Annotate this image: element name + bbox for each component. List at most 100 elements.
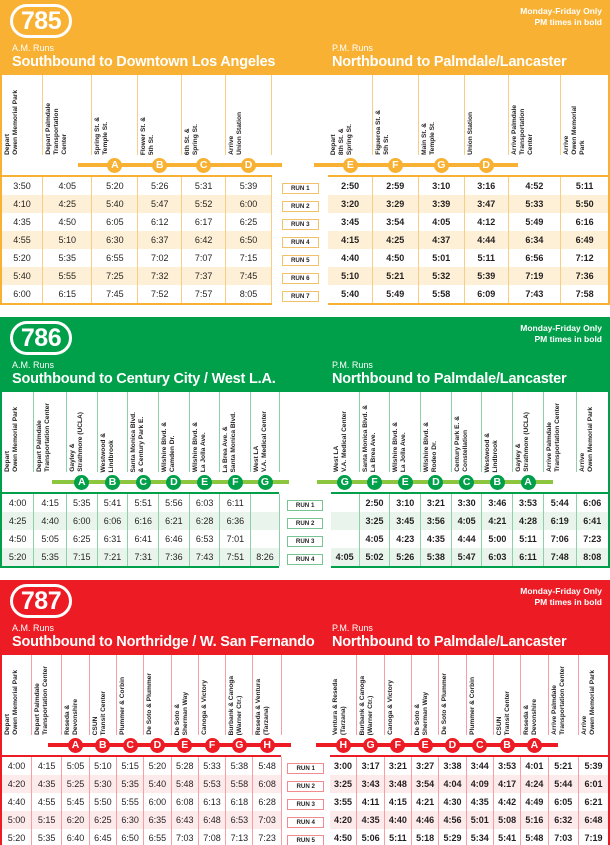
pm-time-cell: 4:35: [356, 811, 385, 829]
am-stop-header: Wilshire Blvd. & Camden Dr.: [158, 392, 190, 472]
pm-stop-header: CSUN Transit Center: [493, 655, 522, 735]
pm-time-cell: 6:09: [464, 285, 509, 303]
run-label-cell: RUN 6: [271, 267, 329, 285]
pm-time-cell: 5:18: [411, 829, 440, 845]
header-separator: [1, 175, 609, 177]
pm-time-cell: 6:48: [578, 811, 610, 829]
am-direction: A.M. Runs Southbound to Downtown Los Ange…: [12, 43, 275, 71]
am-time-cell: 5:05: [33, 530, 67, 548]
pm-time-cell: 3:43: [356, 775, 385, 793]
pm-time-cell: 6:16: [560, 213, 610, 231]
am-time-cell: 6:55: [143, 829, 172, 845]
am-stop-letter-cell: [1, 735, 31, 755]
am-time-cell: 4:20: [1, 775, 32, 793]
pm-stop-letter-cell: B: [479, 735, 535, 755]
stop-letter-badge: E: [177, 737, 193, 753]
am-time-cell: 5:10: [42, 231, 93, 249]
pm-time-cell: 4:15: [384, 793, 413, 811]
letter-gap: [279, 472, 331, 492]
run-badge: RUN 3: [286, 536, 324, 547]
am-stop-letter-cell: D: [130, 735, 185, 755]
am-runs-label: A.M. Runs: [12, 623, 55, 633]
pm-direction-title: Northbound to Palmdale/Lancaster: [332, 634, 567, 650]
pm-direction: P.M. Runs Northbound to Palmdale/Lancaste…: [332, 360, 567, 388]
am-time-cell: 6:06: [97, 512, 129, 530]
am-time-cell: 5:25: [61, 775, 90, 793]
pm-stop-header: Arrive Owen Memorial Park: [576, 392, 610, 472]
pm-time-cell: 5:32: [418, 267, 465, 285]
pm-time-cell: 7:36: [560, 267, 610, 285]
am-stop-letter-cell: D: [143, 472, 205, 492]
stop-letter-badge: A: [107, 157, 123, 173]
am-time-cell: 5:20: [91, 177, 139, 195]
stop-letter-badge: F: [390, 737, 406, 753]
pm-time-cell: 4:56: [438, 811, 467, 829]
pm-time-cell: 3:38: [438, 757, 467, 775]
am-stop-letter-cell: B: [75, 735, 131, 755]
am-runs-label: A.M. Runs: [12, 43, 55, 53]
am-time-cell: 6:12: [137, 213, 183, 231]
am-stop-letter-cell: A: [47, 735, 103, 755]
pm-time-cell: 5:11: [464, 249, 509, 267]
route-block-786: 786 Monday-Friday Only PM times in bold A.M…: [0, 317, 610, 568]
run-badge: RUN 2: [287, 781, 325, 792]
am-stop-letter-cell: G: [212, 735, 267, 755]
pm-time-cell: 7:12: [560, 249, 610, 267]
am-time-cell: 7:15: [66, 548, 98, 566]
am-stop-header: Wilshire Blvd. & La Jolla Ave.: [189, 392, 221, 472]
pm-time-cell: 5:49: [372, 285, 419, 303]
am-time-cell: 7:25: [91, 267, 139, 285]
am-stop-letter-cell: H: [238, 735, 292, 755]
am-stop-letter-cell: G: [236, 472, 290, 492]
table-bottom-rule: [1, 303, 609, 305]
pm-time-cell: 5:01: [418, 249, 465, 267]
am-stop-header: Flower St. & 5th St.: [137, 75, 183, 155]
pm-time-cell: 4:21: [411, 793, 440, 811]
pm-time-cell: [330, 512, 360, 530]
pm-time-cell: 4:24: [520, 775, 549, 793]
schedule-row: 5:20 5:35 6:40 6:45 6:50 6:55 7:03 7:08 7:13 7:23…: [1, 829, 610, 845]
pm-time-cell: 4:30: [438, 793, 467, 811]
pm-time-cell: 7:58: [560, 285, 610, 303]
am-stop-letter-cell: D: [202, 155, 282, 175]
stop-letter-badge: A: [520, 474, 536, 490]
am-time-cell: 6:48: [198, 811, 227, 829]
am-time-cell: 6:50: [225, 231, 273, 249]
stop-header-row: Depart Owen Memorial Park Depart Palmdale…: [1, 655, 610, 735]
am-time-cell: 4:15: [33, 494, 67, 512]
am-time-cell: 5:40: [1, 267, 44, 285]
am-time-cell: 6:00: [1, 285, 44, 303]
am-time-cell: 5:10: [89, 757, 118, 775]
stop-letter-badge: F: [387, 157, 403, 173]
am-time-cell: 4:25: [42, 195, 93, 213]
schedule-row: 5:20 5:35 7:15 7:21 7:31 7:36 7:43 7:51 8:26 RUN …: [1, 548, 610, 566]
schedule-row: 5:20 5:35 6:55 7:02 7:07 7:15 RUN 5 4:40 4:50 5:0…: [1, 249, 610, 267]
run-label-cell: RUN 1: [281, 757, 330, 775]
pm-stop-letter-cell: G: [343, 735, 398, 755]
pm-time-cell: 5:49: [508, 213, 562, 231]
am-time-cell: 5:35: [116, 775, 145, 793]
am-stop-header: Plummer & Corbin: [116, 655, 145, 735]
am-time-cell: 7:02: [137, 249, 183, 267]
am-time-cell: 5:52: [181, 195, 227, 213]
pm-stop-header: Plummer & Corbin: [466, 655, 494, 735]
am-time-cell: 5:26: [137, 177, 183, 195]
am-time-cell: 5:15: [31, 811, 63, 829]
pm-time-cell: 5:29: [438, 829, 467, 845]
schedule-row: 4:25 4:40 6:00 6:06 6:16 6:21 6:28 6:36 RUN 2 3:2…: [1, 512, 610, 530]
pm-stop-letter-cell: [561, 155, 609, 175]
pm-time-cell: 5:21: [372, 267, 419, 285]
pm-time-cell: 5:39: [464, 267, 509, 285]
header-separator: [1, 492, 609, 494]
schedule-row: 6:00 6:15 7:45 7:52 7:57 8:05 RUN 7 5:40 5:49 5:5…: [1, 285, 610, 303]
am-stop-header: Gayley & Strathmore (UCLA): [66, 392, 98, 472]
am-stop-letter-cell: B: [81, 472, 144, 492]
am-stop-header: De Soto & Sherman Way: [171, 655, 199, 735]
am-stop-letter-cell: A: [77, 155, 161, 175]
am-runs-label: A.M. Runs: [12, 360, 55, 370]
pm-time-cell: 4:11: [356, 793, 385, 811]
am-time-cell: 5:53: [198, 775, 227, 793]
pm-time-cell: 5:44: [548, 775, 579, 793]
run-label-cell: RUN 2: [279, 512, 331, 530]
am-time-cell: 6:28: [252, 793, 282, 811]
